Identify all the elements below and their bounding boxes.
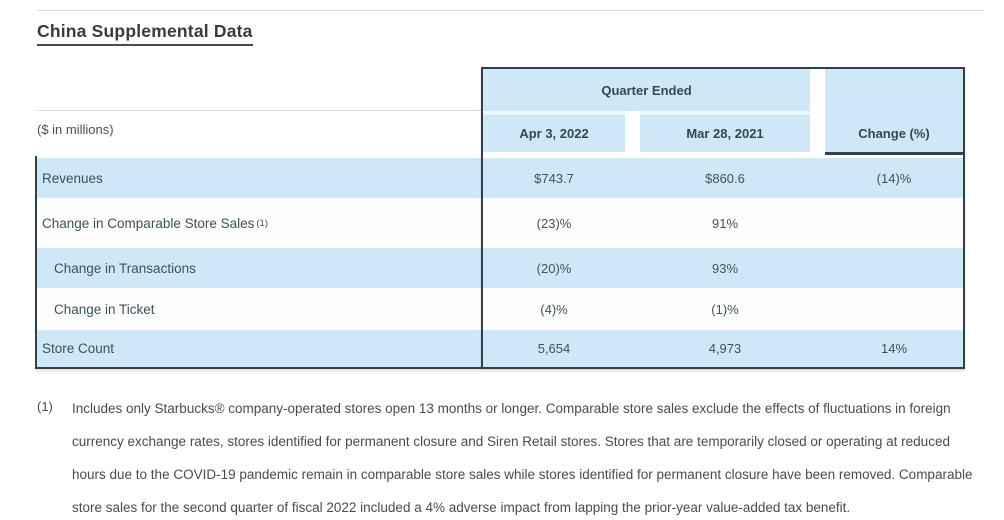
table-row: $743.7 $860.6 (14)% [483,158,963,198]
table-row-label-revenues: Revenues [37,158,481,198]
row-label: Revenues [42,170,103,186]
column-header-change: Change (%) [825,69,963,155]
table-body: $743.7 $860.6 (14)% (23)% 91% (20)% 93% … [483,158,963,367]
label-column-bottom-border [35,367,481,369]
footnote-reference: (1) [256,217,268,229]
footnote-line: store sales for the second quarter of fi… [72,500,851,515]
cell-change: (14)% [876,170,912,186]
cell-q2021: 4,973 [708,341,742,356]
row-label: Store Count [42,341,115,356]
cell-q2022: (23)% [536,215,572,231]
table-row: (4)% (1)% [483,288,963,330]
cell-q2022: (20)% [536,260,572,276]
cell-q2021: (1)% [711,301,739,317]
row-label: Change in Transactions [54,260,196,276]
cell-change [825,248,963,288]
cell-change [825,288,963,330]
header-separator [483,111,810,115]
cell-change: 14% [880,341,908,356]
data-table-inner: Quarter Ended Apr 3, 2022 Mar 28, 2021 C… [483,69,963,367]
footnote-line: currency exchange rates, stores identifi… [72,434,950,449]
cell-q2022: 5,654 [537,341,571,356]
page-title: China Supplemental Data [37,21,253,46]
cell-q2021: 91% [711,215,739,231]
top-divider [37,10,984,11]
column-group-header: Quarter Ended [483,69,810,111]
data-table: Quarter Ended Apr 3, 2022 Mar 28, 2021 C… [481,67,965,369]
row-label-column: Revenues Change in Comparable Store Sale… [37,158,481,367]
table-row-label-ticket: Change in Ticket [37,288,481,330]
footnote-line: hours due to the COVID-19 pandemic remai… [72,467,973,482]
table-row-label-store-count: Store Count [37,330,481,367]
table-row: 5,654 4,973 14% [483,330,963,367]
row-label: Change in Ticket [54,301,155,317]
column-header-q2022: Apr 3, 2022 [483,115,625,152]
table-row: (23)% 91% [483,198,963,248]
cell-q2022: (4)% [540,301,568,317]
cell-q2021: $860.6 [705,170,745,186]
footnote-marker: (1) [37,399,53,414]
cell-change [825,198,963,248]
row-label: Change in Comparable Store Sales [42,215,255,231]
label-column-left-border [35,156,37,369]
table-row-label-comparable-store-sales: Change in Comparable Store Sales (1) [37,198,481,248]
header-column-gap [625,111,640,152]
units-label: ($ in millions) [37,122,114,137]
cell-q2021: 93% [711,260,739,276]
footnote-text: Includes only Starbucks® company-operate… [72,392,982,520]
header-column-gap [810,69,825,152]
table-row: (20)% 93% [483,248,963,288]
footnote-line: Includes only Starbucks® company-operate… [72,401,951,416]
units-divider [37,110,481,111]
column-header-q2021: Mar 28, 2021 [640,115,810,152]
table-row-label-transactions: Change in Transactions [37,248,481,288]
cell-q2022: $743.7 [534,170,574,186]
